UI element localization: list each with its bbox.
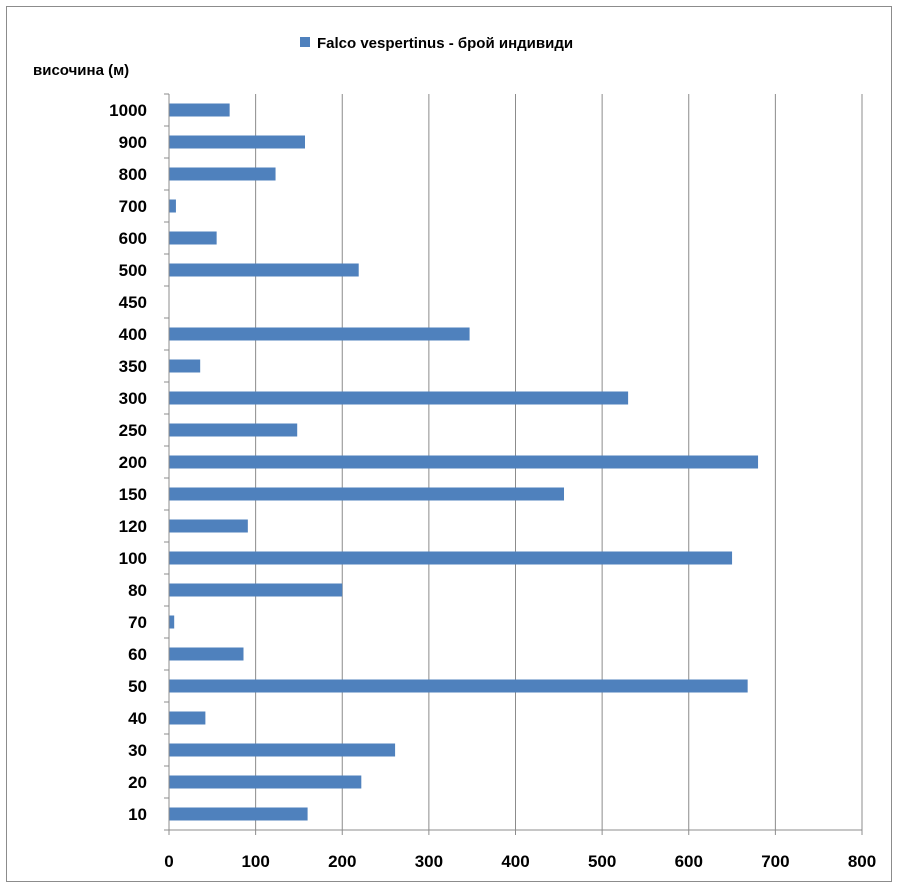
y-tick-label: 1000 [109,101,147,120]
y-tick-label: 70 [128,613,147,632]
bar-200 [169,455,759,469]
bar-700 [169,199,176,213]
y-tick-label: 400 [119,325,147,344]
legend: Falco vespertinus - брой индивиди [300,35,573,52]
y-tick-label: 600 [119,229,147,248]
bar-600 [169,231,217,245]
chart-frame [6,6,892,882]
y-tick-label: 40 [128,709,147,728]
y-tick-label: 60 [128,645,147,664]
x-tick-label: 600 [675,852,703,871]
x-tick-label: 500 [588,852,616,871]
bar-1000 [169,103,230,117]
bar-350 [169,359,201,373]
x-tick-label: 200 [328,852,356,871]
x-tick-label: 400 [501,852,529,871]
bar-20 [169,775,362,789]
bar-100 [169,551,733,565]
bar-60 [169,647,244,661]
bar-30 [169,743,396,757]
bar-900 [169,135,306,149]
x-tick-label: 0 [164,852,173,871]
bar-150 [169,487,565,501]
y-tick-label: 100 [119,549,147,568]
x-tick-labels: 0 100 200 300 400 500 600 700 800 [164,852,876,871]
bar-120 [169,519,248,533]
x-tick-label: 700 [761,852,789,871]
bar-500 [169,263,359,277]
bar-300 [169,391,629,405]
y-tick-label: 50 [128,677,147,696]
bar-10 [169,807,308,821]
bar-800 [169,167,276,181]
y-tick-label: 300 [119,389,147,408]
y-tick-labels: 10 20 30 40 50 60 70 80 100 120 150 200 250 300 350 400… [109,101,147,824]
bar-40 [169,711,206,725]
bars [169,103,759,821]
y-tick-label: 120 [119,517,147,536]
bar-50 [169,679,748,693]
y-tick-label: 350 [119,357,147,376]
y-tick-label: 450 [119,293,147,312]
y-tick-label: 250 [119,421,147,440]
y-tick-label: 20 [128,773,147,792]
y-tick-label: 80 [128,581,147,600]
x-tick-label: 800 [848,852,876,871]
y-tick-label: 10 [128,805,147,824]
y-tick-label: 30 [128,741,147,760]
y-tick-label: 900 [119,133,147,152]
legend-label: Falco vespertinus - брой индивиди [317,35,573,52]
y-tick-label: 150 [119,485,147,504]
x-tick-label: 300 [415,852,443,871]
y-axis-title: височина (м) [33,62,129,79]
axes [164,93,863,835]
bar-400 [169,327,470,341]
y-tick-label: 200 [119,453,147,472]
x-tick-label: 100 [241,852,269,871]
bar-70 [169,615,175,629]
y-tick-label: 800 [119,165,147,184]
y-tick-label: 700 [119,197,147,216]
bar-80 [169,583,343,597]
y-tick-label: 500 [119,261,147,280]
bar-250 [169,423,298,437]
legend-swatch [300,37,310,47]
